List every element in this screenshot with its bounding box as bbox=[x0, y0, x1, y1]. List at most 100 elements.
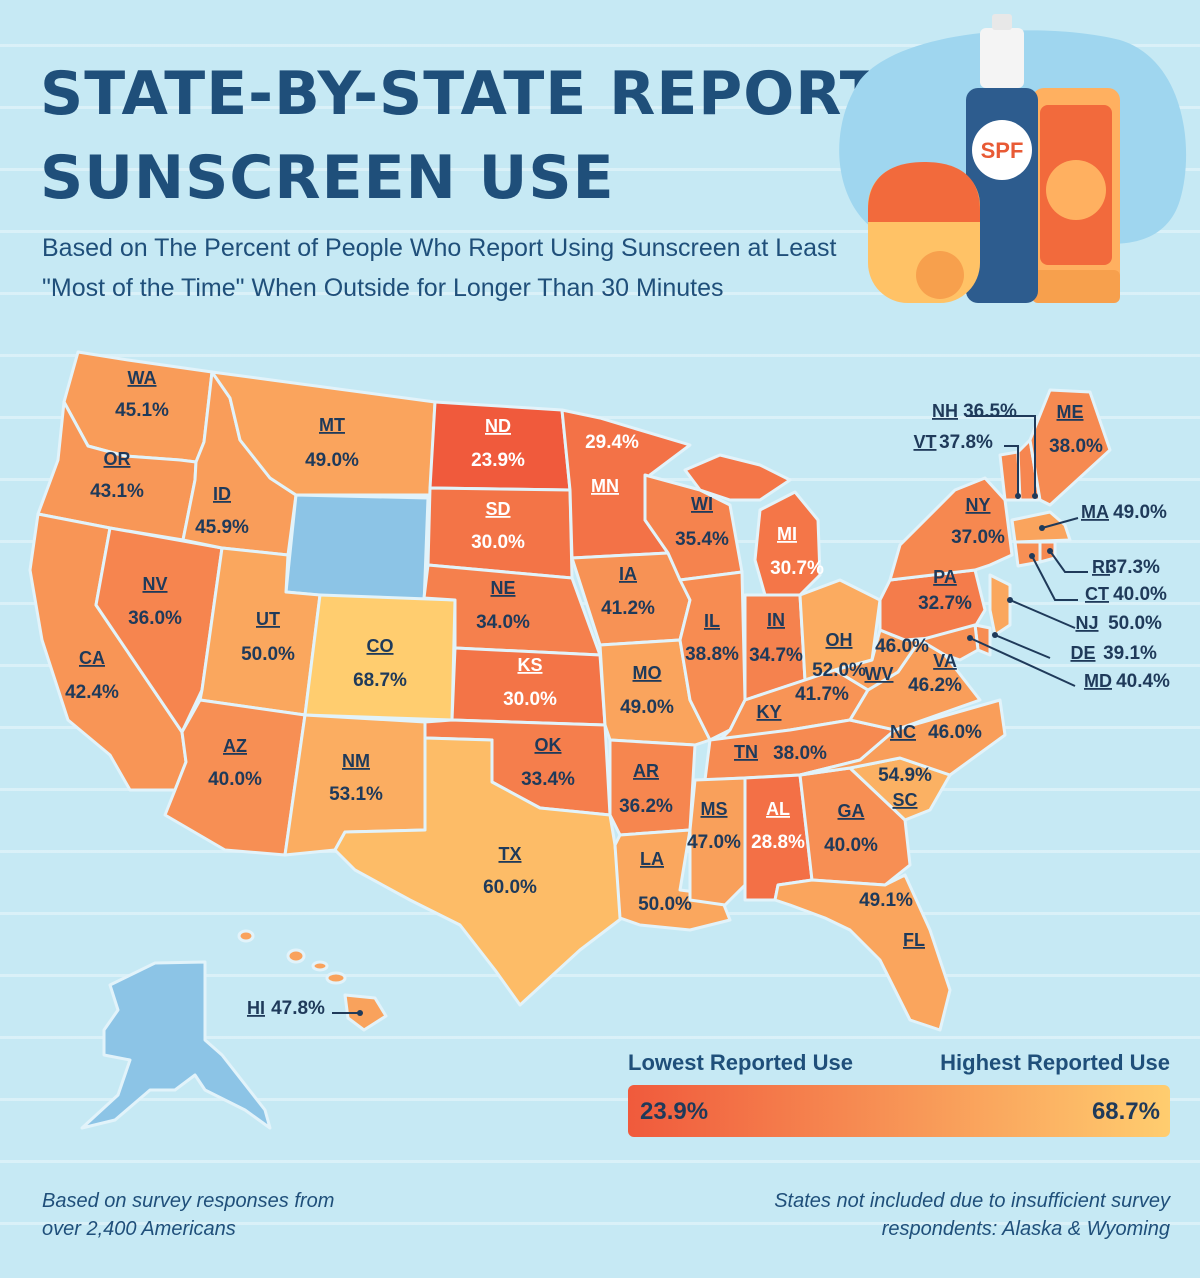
state-value-ky: 41.7% bbox=[795, 684, 849, 705]
state-value-az: 40.0% bbox=[208, 769, 262, 790]
title-line-1: STATE-BY-STATE REPORTED bbox=[40, 59, 975, 129]
state-abbr-az: AZ bbox=[223, 736, 247, 756]
legend-low-label: Lowest Reported Use bbox=[628, 1050, 853, 1075]
spf-label: SPF bbox=[981, 138, 1024, 163]
de-callout-line bbox=[994, 634, 1051, 659]
state-abbr-ny: NY bbox=[965, 495, 990, 515]
state-abbr-il: IL bbox=[704, 611, 720, 631]
state-abbr-nd: ND bbox=[485, 416, 511, 436]
state-abbr-in: IN bbox=[767, 610, 785, 630]
state-value-fl: 49.1% bbox=[859, 890, 913, 911]
state-abbr-ar: AR bbox=[633, 761, 659, 781]
state-value-me: 38.0% bbox=[1049, 436, 1103, 457]
state-nj[interactable] bbox=[988, 573, 1012, 637]
state-value-ms: 47.0% bbox=[687, 832, 741, 853]
state-abbr-wv: WV bbox=[865, 664, 894, 684]
state-abbr-ga: GA bbox=[838, 801, 865, 821]
state-nc[interactable] bbox=[798, 698, 1007, 777]
state-abbr-vt: VT bbox=[913, 432, 936, 452]
state-abbr-mt: MT bbox=[319, 415, 345, 435]
state-value-ks: 30.0% bbox=[503, 689, 557, 710]
legend-min-value: 23.9% bbox=[640, 1098, 709, 1125]
state-value-tn: 38.0% bbox=[773, 743, 827, 764]
state-value-pa: 32.7% bbox=[918, 593, 972, 614]
state-value-ia: 41.2% bbox=[601, 598, 655, 619]
state-value-in: 34.7% bbox=[749, 645, 803, 666]
state-value-ga: 40.0% bbox=[824, 835, 878, 856]
state-abbr-nc: NC bbox=[890, 722, 916, 742]
state-abbr-ca: CA bbox=[79, 648, 105, 668]
state-mi[interactable] bbox=[753, 490, 822, 597]
state-abbr-mi: MI bbox=[777, 524, 797, 544]
callout-dots bbox=[357, 493, 1053, 1016]
state-abbr-wa: WA bbox=[128, 368, 157, 388]
state-value-ma: 49.0% bbox=[1113, 502, 1167, 523]
state-value-sd: 30.0% bbox=[471, 532, 525, 553]
state-abbr-ia: IA bbox=[619, 564, 637, 584]
state-value-mt: 49.0% bbox=[305, 450, 359, 471]
state-me[interactable] bbox=[1028, 388, 1112, 507]
state-abbr-tx: TX bbox=[498, 844, 521, 864]
state-md[interactable] bbox=[918, 623, 980, 662]
md-callout-line bbox=[969, 637, 1076, 687]
state-value-ar: 36.2% bbox=[619, 796, 673, 817]
state-abbr-ma: MA bbox=[1081, 502, 1109, 522]
vt-callout-line bbox=[1004, 445, 1019, 496]
subtitle: Based on The Percent of People Who Repor… bbox=[42, 234, 837, 302]
state-abbr-ut: UT bbox=[256, 609, 280, 629]
state-value-mn: 29.4% bbox=[585, 432, 639, 453]
state-tx[interactable] bbox=[333, 736, 624, 1007]
state-abbr-pa: PA bbox=[933, 567, 957, 587]
state-abbr-sd: SD bbox=[485, 499, 510, 519]
state-value-md: 40.4% bbox=[1116, 671, 1170, 692]
state-value-tx: 60.0% bbox=[483, 877, 537, 898]
state-value-wv: 46.0% bbox=[875, 636, 929, 657]
state-value-al: 28.8% bbox=[751, 832, 805, 853]
sunscreen-illustration: SPF bbox=[839, 14, 1187, 303]
state-abbr-ks: KS bbox=[517, 655, 542, 675]
state-value-wi: 35.4% bbox=[675, 529, 729, 550]
footnote-excluded-states: States not included due to insufficient … bbox=[774, 1190, 1170, 1240]
state-abbr-me: ME bbox=[1057, 402, 1084, 422]
legend-max-value: 68.7% bbox=[1091, 1098, 1160, 1125]
state-la[interactable] bbox=[613, 828, 732, 932]
ct-callout-line bbox=[1031, 555, 1078, 601]
state-wy[interactable] bbox=[284, 493, 430, 607]
state-abbr-or: OR bbox=[104, 449, 131, 469]
ma-callout-line bbox=[1041, 517, 1079, 529]
state-abbr-oh: OH bbox=[826, 630, 853, 650]
state-abbr-ms: MS bbox=[701, 799, 728, 819]
state-ar[interactable] bbox=[608, 738, 697, 837]
state-abbr-ct: CT bbox=[1085, 584, 1109, 604]
state-value-de: 39.1% bbox=[1103, 643, 1157, 664]
state-abbr-de: DE bbox=[1070, 643, 1095, 663]
state-abbr-wi: WI bbox=[691, 494, 713, 514]
page-title: STATE-BY-STATE REPORTED SUNSCREEN USE bbox=[40, 52, 975, 220]
state-value-or: 43.1% bbox=[90, 481, 144, 502]
state-abbr-ky: KY bbox=[756, 702, 781, 722]
state-abbr-hi: HI bbox=[247, 998, 265, 1018]
state-value-wa: 45.1% bbox=[115, 400, 169, 421]
state-value-oh: 52.0% bbox=[812, 660, 866, 681]
state-co[interactable] bbox=[303, 593, 457, 722]
state-abbr-mn: MN bbox=[591, 476, 619, 496]
state-value-va: 46.2% bbox=[908, 675, 962, 696]
state-value-nv: 36.0% bbox=[128, 608, 182, 629]
callout-lines bbox=[332, 415, 1088, 1014]
state-ak bbox=[80, 960, 272, 1130]
state-mi-upper[interactable] bbox=[683, 453, 792, 502]
state-value-ct: 40.0% bbox=[1113, 584, 1167, 605]
state-hi[interactable] bbox=[237, 929, 388, 1032]
state-value-nj: 50.0% bbox=[1108, 613, 1162, 634]
state-value-hi: 47.8% bbox=[271, 998, 325, 1019]
nj-callout-line bbox=[1009, 599, 1076, 629]
state-abbr-al: AL bbox=[766, 799, 790, 819]
state-value-nh: 36.5% bbox=[963, 401, 1017, 422]
state-value-sc: 54.9% bbox=[878, 765, 932, 786]
state-abbr-co: CO bbox=[367, 636, 394, 656]
state-value-nd: 23.9% bbox=[471, 450, 525, 471]
state-fl[interactable] bbox=[773, 873, 952, 1032]
legend-gradient-bar bbox=[628, 1085, 1170, 1137]
state-abbr-ok: OK bbox=[535, 735, 562, 755]
